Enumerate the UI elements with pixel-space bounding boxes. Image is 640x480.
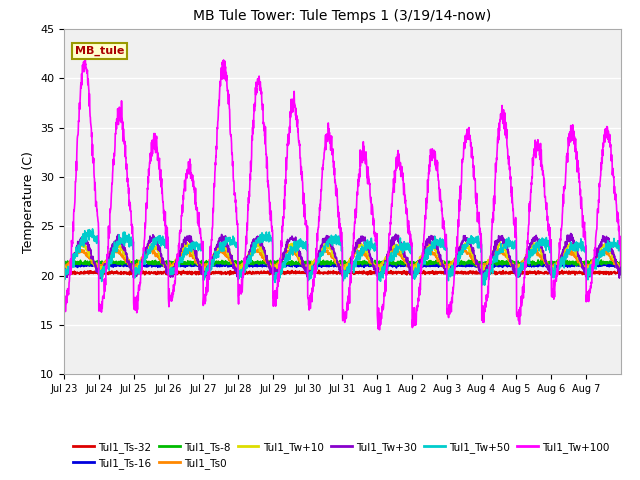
Tul1_Tw+50	[511, 240, 518, 245]
Tul1_Tw+100	[236, 287, 244, 293]
Tul1_Ts-32	[116, 271, 124, 276]
Tul1_Ts0	[617, 256, 625, 262]
Tul1_Tw+10	[511, 265, 518, 271]
Tul1_Tw+30	[376, 271, 384, 276]
Tul1_Tw+10	[376, 266, 384, 272]
Tul1_Ts-8	[510, 260, 518, 265]
Y-axis label: Temperature (C): Temperature (C)	[22, 151, 35, 252]
Line: Tul1_Ts0: Tul1_Ts0	[64, 248, 621, 270]
Tul1_Ts-32	[542, 269, 550, 275]
Tul1_Tw+10	[426, 238, 434, 244]
Tul1_Ts-16	[60, 262, 68, 268]
Tul1_Tw+100	[376, 327, 383, 333]
Tul1_Tw+100	[511, 223, 518, 228]
Tul1_Ts-8	[236, 262, 244, 267]
Title: MB Tule Tower: Tule Temps 1 (3/19/14-now): MB Tule Tower: Tule Temps 1 (3/19/14-now…	[193, 10, 492, 24]
Tul1_Ts-16	[410, 265, 418, 271]
Tul1_Tw+100	[617, 263, 625, 269]
Tul1_Tw+30	[609, 249, 617, 255]
Line: Tul1_Tw+10: Tul1_Tw+10	[64, 241, 621, 273]
Tul1_Tw+30	[542, 259, 550, 265]
Tul1_Ts-8	[617, 259, 625, 265]
Tul1_Tw+100	[60, 295, 68, 301]
Tul1_Tw+10	[374, 270, 381, 276]
Tul1_Ts-8	[60, 259, 68, 264]
Tul1_Ts-32	[617, 270, 625, 276]
Line: Tul1_Ts-8: Tul1_Ts-8	[64, 260, 621, 266]
Tul1_Ts-8	[542, 258, 550, 264]
Tul1_Ts-32	[376, 270, 384, 276]
Tul1_Tw+30	[60, 273, 68, 279]
Tul1_Ts0	[609, 255, 617, 261]
Tul1_Tw+50	[542, 248, 550, 253]
Text: MB_tule: MB_tule	[75, 46, 125, 56]
Tul1_Ts0	[116, 250, 124, 255]
Line: Tul1_Tw+30: Tul1_Tw+30	[64, 233, 621, 278]
Tul1_Ts-16	[542, 263, 550, 268]
Tul1_Ts-16	[609, 262, 617, 267]
Tul1_Tw+50	[116, 238, 124, 244]
Tul1_Ts-16	[617, 261, 625, 267]
Tul1_Tw+10	[617, 254, 625, 260]
Tul1_Ts-8	[116, 259, 124, 264]
Tul1_Tw+100	[116, 110, 124, 116]
Tul1_Ts-16	[116, 263, 124, 269]
Tul1_Tw+10	[609, 250, 617, 255]
Tul1_Ts-16	[511, 261, 518, 267]
Tul1_Tw+30	[567, 230, 575, 236]
Tul1_Tw+100	[542, 200, 550, 205]
Tul1_Ts0	[376, 263, 384, 268]
Tul1_Tw+10	[542, 262, 550, 267]
Tul1_Ts-32	[510, 270, 518, 276]
Tul1_Tw+100	[81, 54, 89, 60]
Tul1_Tw+50	[609, 241, 617, 247]
Tul1_Ts0	[512, 267, 520, 273]
Tul1_Tw+50	[236, 268, 244, 274]
Tul1_Tw+50	[481, 282, 488, 288]
Tul1_Tw+100	[609, 173, 617, 179]
Tul1_Tw+30	[617, 253, 625, 259]
Tul1_Tw+30	[116, 239, 124, 245]
Line: Tul1_Tw+100: Tul1_Tw+100	[64, 57, 621, 330]
Tul1_Ts-8	[609, 261, 617, 267]
Tul1_Ts-16	[376, 262, 384, 267]
Line: Tul1_Ts-16: Tul1_Ts-16	[64, 262, 621, 268]
Tul1_Ts0	[150, 245, 157, 251]
Tul1_Tw+50	[376, 271, 384, 276]
Tul1_Tw+50	[617, 258, 625, 264]
Tul1_Ts0	[60, 264, 68, 270]
Tul1_Ts-8	[376, 260, 384, 265]
Tul1_Tw+50	[60, 276, 68, 282]
Tul1_Ts-32	[609, 269, 617, 275]
Tul1_Ts0	[542, 261, 550, 266]
Tul1_Ts-32	[315, 267, 323, 273]
Tul1_Tw+30	[236, 273, 244, 278]
Legend: Tul1_Ts-32, Tul1_Ts-16, Tul1_Ts-8, Tul1_Ts0, Tul1_Tw+10, Tul1_Tw+30, Tul1_Tw+50,: Tul1_Ts-32, Tul1_Ts-16, Tul1_Ts-8, Tul1_…	[69, 437, 614, 473]
Tul1_Ts-8	[133, 257, 141, 263]
Tul1_Ts-32	[236, 269, 244, 275]
Tul1_Tw+50	[89, 226, 97, 232]
Line: Tul1_Ts-32: Tul1_Ts-32	[64, 270, 621, 275]
Tul1_Tw+30	[510, 262, 518, 268]
Tul1_Ts0	[236, 264, 244, 270]
Tul1_Tw+10	[236, 266, 244, 272]
Tul1_Ts-16	[257, 259, 265, 265]
Tul1_Ts0	[510, 265, 518, 271]
Tul1_Ts-32	[60, 268, 68, 274]
Tul1_Tw+30	[96, 276, 104, 281]
Tul1_Tw+10	[60, 268, 68, 274]
Tul1_Tw+100	[376, 314, 384, 320]
Tul1_Ts-8	[572, 263, 580, 269]
Tul1_Ts-32	[548, 272, 556, 278]
Tul1_Ts-16	[236, 262, 244, 268]
Tul1_Tw+10	[116, 242, 124, 248]
Line: Tul1_Tw+50: Tul1_Tw+50	[64, 229, 621, 285]
